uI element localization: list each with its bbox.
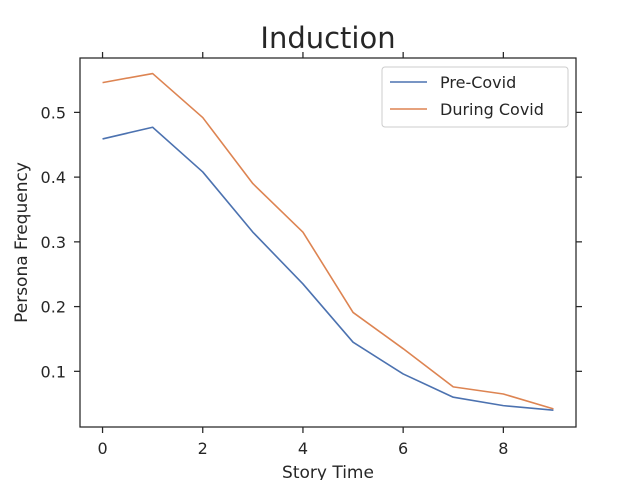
x-tick-label: 6 [398,439,408,458]
series-line-2 [102,72,554,410]
y-tick-label: 0.5 [41,103,66,122]
legend-label-2: During Covid [440,100,544,119]
lines-layer [102,72,554,411]
legend-box [381,66,569,128]
x-tick-label: 8 [498,439,508,458]
y-tick-label: 0.4 [41,168,66,187]
x-tick-label: 2 [198,439,208,458]
y-axis-title: Persona Frequency [12,162,32,323]
series-line-1 [102,126,554,411]
chart-title: Induction [260,21,395,55]
ticks-layer: 0 2 4 6 8 0.1 0.2 0.3 0.4 0.5 [41,52,582,458]
y-tick-label: 0.3 [41,233,66,252]
legend-label-1: Pre-Covid [440,73,516,92]
plot-frame [79,57,577,428]
y-tick-label: 0.2 [41,298,66,317]
x-axis-title: Story Time [282,463,374,480]
x-tick-label: 4 [298,439,308,458]
x-tick-label: 0 [97,439,107,458]
y-tick-label: 0.1 [41,362,66,381]
legend: Pre-Covid During Covid [381,66,569,128]
